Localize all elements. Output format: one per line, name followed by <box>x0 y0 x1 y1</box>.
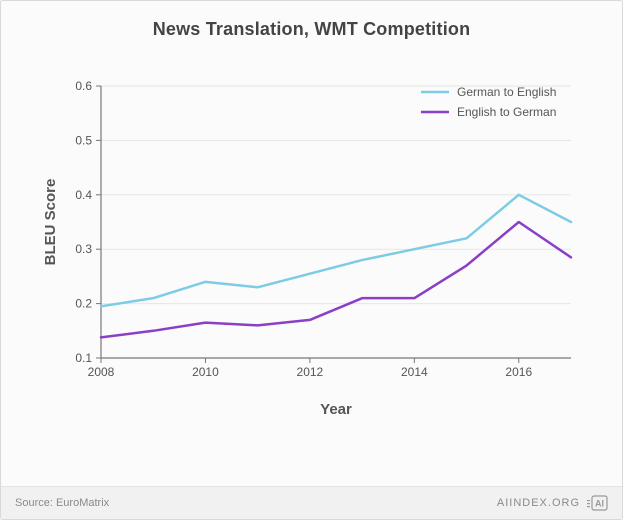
ai-logo-icon: AI <box>586 495 608 511</box>
source-label: Source: EuroMatrix <box>15 497 109 509</box>
legend: German to English English to German <box>421 85 556 119</box>
y-tick-label: 0.1 <box>75 351 92 365</box>
legend-label: German to English <box>457 85 556 99</box>
legend-item: English to German <box>421 105 556 119</box>
chart-title: News Translation, WMT Competition <box>1 19 622 40</box>
y-tick-label: 0.4 <box>75 188 92 202</box>
legend-item: German to English <box>421 85 556 99</box>
y-axis-label: BLEU Score <box>42 179 59 266</box>
y-tick-label: 0.2 <box>75 297 92 311</box>
brand-text: aiindex.org <box>497 497 580 509</box>
footer-bar: Source: EuroMatrix aiindex.org AI <box>1 486 622 519</box>
chart-plot: 0.1 0.2 0.3 0.4 0.5 0.6 2008 2010 2012 2014 2016 Ye… <box>35 56 595 436</box>
chart-card: News Translation, WMT Competition 0.1 0.2… <box>0 0 623 520</box>
line-chart-svg: 0.1 0.2 0.3 0.4 0.5 0.6 2008 2010 2012 2014 2016 Ye… <box>35 56 595 436</box>
x-axis-label: Year <box>320 401 352 418</box>
legend-label: English to German <box>457 105 556 119</box>
brand-block: aiindex.org AI <box>497 495 608 511</box>
y-tick-label: 0.5 <box>75 133 92 147</box>
series-line-1 <box>101 222 571 337</box>
svg-text:AI: AI <box>595 499 604 509</box>
x-tick-label: 2008 <box>88 365 115 379</box>
x-tick-label: 2014 <box>401 365 428 379</box>
y-tick-label: 0.3 <box>75 242 92 256</box>
x-tick-label: 2016 <box>505 365 532 379</box>
series-line-0 <box>101 195 571 307</box>
y-tick-label: 0.6 <box>75 79 92 93</box>
x-tick-label: 2012 <box>297 365 324 379</box>
x-tick-label: 2010 <box>192 365 219 379</box>
